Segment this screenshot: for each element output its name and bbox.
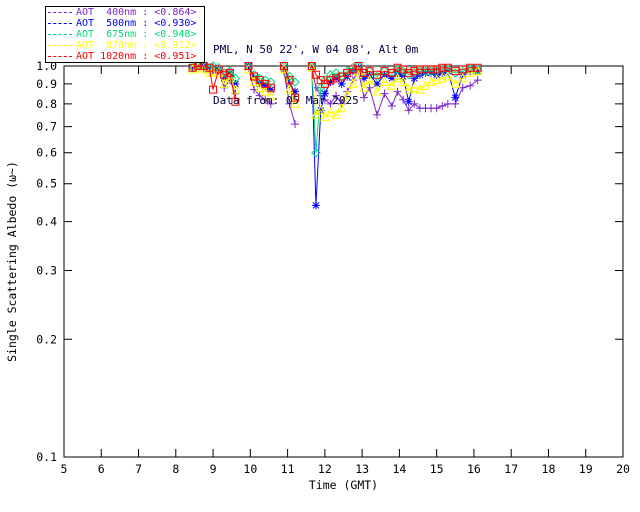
series-line-aot-1020nm	[192, 65, 478, 102]
y-tick-label: 0.6	[36, 146, 57, 160]
legend-label-aot-870nm: AOT 870nm : <0.912>	[76, 39, 197, 51]
series-markers-aot-870nm	[187, 62, 483, 122]
x-tick-label: 12	[318, 462, 332, 476]
x-tick-label: 16	[467, 462, 481, 476]
x-tick-label: 7	[135, 462, 142, 476]
station-title: PML, N 50 22', W 04 08', Alt 0m	[213, 43, 419, 56]
x-axis-title: Time (GMT)	[309, 478, 378, 492]
data-date: Data from: 05 Mar 2025	[213, 94, 359, 107]
plot-header: PML, N 50 22', W 04 08', Alt 0m Data fro…	[213, 7, 418, 143]
legend-line-sample-aot-1020nm	[48, 56, 72, 57]
x-tick-label: 15	[430, 462, 444, 476]
x-tick-label: 17	[504, 462, 518, 476]
x-tick-label: 11	[281, 462, 295, 476]
legend-label-aot-400nm: AOT 400nm : <0.864>	[76, 6, 197, 18]
legend-line-sample-aot-500nm	[48, 23, 72, 24]
y-tick-label: 0.9	[36, 77, 57, 91]
y-tick-label: 0.7	[36, 120, 57, 134]
legend: AOT 400nm : <0.864> AOT 500nm : <0.930> AO…	[45, 6, 205, 63]
x-tick-label: 10	[243, 462, 257, 476]
legend-label-aot-675nm: AOT 675nm : <0.948>	[76, 28, 197, 40]
legend-line-sample-aot-675nm	[48, 34, 72, 35]
x-tick-label: 6	[98, 462, 105, 476]
series-markers-aot-1020nm	[188, 62, 482, 106]
legend-item-aot-870nm: AOT 870nm : <0.912>	[46, 40, 204, 51]
y-tick-label: 0.3	[36, 263, 57, 277]
y-tick-label: 0.5	[36, 177, 57, 191]
y-tick-label: 0.2	[36, 332, 57, 346]
x-tick-label: 18	[542, 462, 556, 476]
x-tick-label: 8	[172, 462, 179, 476]
legend-label-aot-1020nm: AOT 1020nm : <0.951>	[76, 50, 197, 62]
y-tick-label: 0.4	[36, 215, 57, 229]
legend-line-sample-aot-400nm	[48, 12, 72, 13]
x-tick-label: 20	[616, 462, 630, 476]
y-tick-label: 0.8	[36, 97, 57, 111]
legend-label-aot-500nm: AOT 500nm : <0.930>	[76, 17, 197, 29]
x-tick-label: 19	[579, 462, 593, 476]
y-axis-title: Single Scattering Albedo (ω~)	[5, 161, 19, 362]
x-tick-label: 14	[392, 462, 406, 476]
legend-item-aot-400nm: AOT 400nm : <0.864>	[46, 7, 204, 18]
legend-item-aot-500nm: AOT 500nm : <0.930>	[46, 18, 204, 29]
x-tick-label: 9	[210, 462, 217, 476]
legend-line-sample-aot-870nm	[48, 45, 72, 46]
legend-item-aot-675nm: AOT 675nm : <0.948>	[46, 29, 204, 40]
x-tick-label: 13	[355, 462, 369, 476]
y-tick-label: 0.1	[36, 450, 57, 464]
legend-item-aot-1020nm: AOT 1020nm : <0.951>	[46, 51, 204, 62]
x-tick-label: 5	[61, 462, 68, 476]
